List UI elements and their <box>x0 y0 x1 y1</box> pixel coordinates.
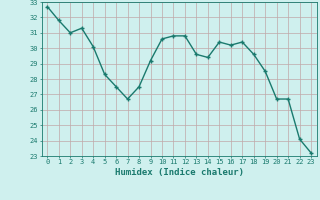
X-axis label: Humidex (Indice chaleur): Humidex (Indice chaleur) <box>115 168 244 177</box>
